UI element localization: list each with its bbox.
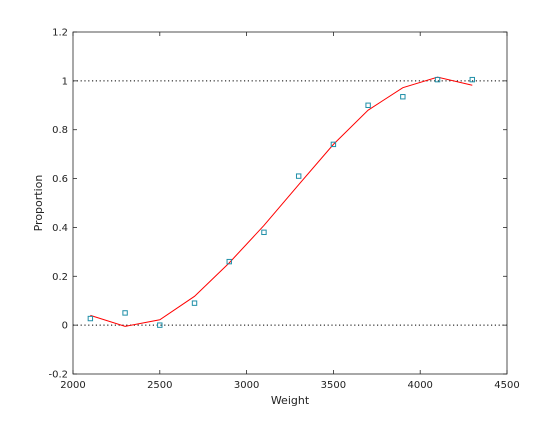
x-tick-label: 3500 [321,380,346,391]
x-tick-label: 3000 [234,380,259,391]
y-tick-label: 1 [62,76,68,87]
y-tick-label: 0 [62,321,68,332]
reference-lines [73,80,507,326]
y-tick-label: 1.2 [52,28,68,39]
x-tick-label: 2500 [147,380,172,391]
x-tick-label: 4000 [407,380,432,391]
data-point [469,76,475,83]
fit-line [90,76,473,327]
y-tick-label: 0.6 [52,174,68,185]
y-tick-label: 0.2 [52,272,68,283]
data-point [400,94,406,100]
data-point [365,102,371,108]
data-point [226,258,232,265]
data-point [261,229,267,236]
x-axis-label: Weight [271,394,310,407]
y-tick-label: -0.2 [48,370,68,381]
axis-ticks: 2000 2500 3000 3500 4000 4500 -0.2 0 0.2 0.4 0.6 0.… [48,28,519,392]
x-tick-label: 4500 [494,380,519,391]
y-axis-label: Proportion [32,175,45,232]
data-point-series [87,76,475,328]
data-point [330,141,337,148]
data-point [157,322,163,328]
data-point [191,300,198,306]
fit-line-series [90,76,473,327]
data-point [295,173,302,179]
data-point [122,310,128,316]
y-tick-label: 0.4 [52,223,68,234]
y-tick-label: 0.8 [52,125,68,136]
data-point [434,76,441,83]
data-point [87,315,94,322]
x-tick-label: 2000 [60,380,85,391]
plot-area [72,31,508,375]
